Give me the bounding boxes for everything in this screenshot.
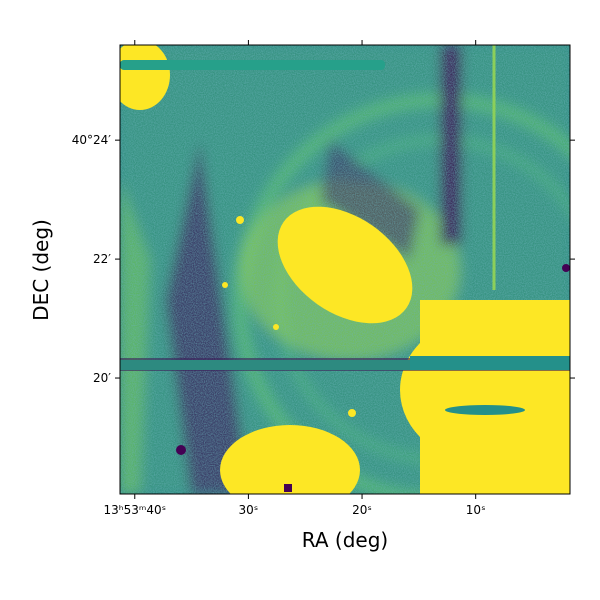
sky-image <box>120 45 570 494</box>
y-tick-label: 22′ <box>93 252 111 266</box>
y-tick-label: 20′ <box>93 371 111 385</box>
x-tick-label: 13ʰ53ᵐ40ˢ <box>103 503 166 517</box>
x-tick-label: 20ˢ <box>352 503 372 517</box>
x-tick-label: 10ˢ <box>466 503 486 517</box>
x-tick-label: 30ˢ <box>239 503 259 517</box>
plot-frame <box>119 44 571 495</box>
x-axis-label: RA (deg) <box>302 528 388 552</box>
y-axis-label: DEC (deg) <box>29 219 53 321</box>
y-tick-label: 40°24′ <box>72 133 112 147</box>
